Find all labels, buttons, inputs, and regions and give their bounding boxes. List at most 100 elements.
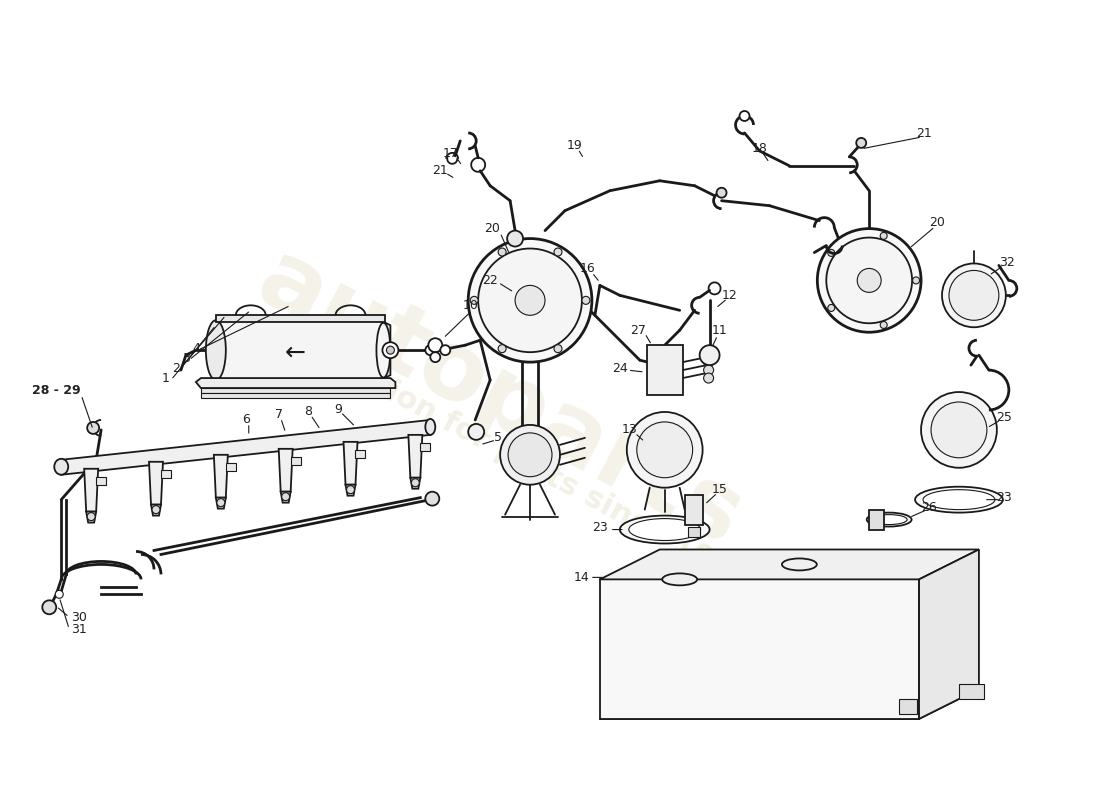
Ellipse shape [867, 513, 912, 526]
Bar [684, 494, 703, 525]
Circle shape [282, 493, 289, 501]
Circle shape [931, 402, 987, 458]
Polygon shape [148, 462, 163, 505]
Circle shape [949, 270, 999, 320]
Text: 31: 31 [72, 622, 87, 636]
Text: 6: 6 [242, 414, 250, 426]
Circle shape [87, 422, 99, 434]
Text: 15: 15 [712, 483, 727, 496]
Circle shape [383, 342, 398, 358]
Ellipse shape [376, 322, 390, 378]
Ellipse shape [206, 320, 225, 380]
Bar [647, 345, 683, 395]
Circle shape [880, 232, 888, 239]
Bar [161, 470, 170, 478]
Text: 20: 20 [930, 216, 945, 229]
Circle shape [942, 263, 1005, 327]
Ellipse shape [923, 490, 994, 510]
Text: 1: 1 [162, 371, 169, 385]
Text: a passion for parts since 1985: a passion for parts since 1985 [284, 326, 756, 594]
Text: 14: 14 [574, 571, 590, 584]
Circle shape [921, 392, 997, 468]
Ellipse shape [629, 518, 701, 541]
Circle shape [386, 346, 395, 354]
Ellipse shape [662, 574, 697, 586]
Circle shape [498, 345, 506, 353]
Polygon shape [345, 485, 355, 496]
Circle shape [430, 352, 440, 362]
Text: 17: 17 [442, 147, 459, 160]
Circle shape [42, 600, 56, 614]
Text: 24: 24 [612, 362, 628, 374]
Circle shape [856, 138, 866, 148]
Polygon shape [600, 550, 979, 579]
Polygon shape [216, 498, 225, 509]
Ellipse shape [871, 514, 908, 525]
Bar [420, 443, 430, 451]
Text: autoparts: autoparts [242, 234, 758, 566]
Circle shape [637, 422, 693, 478]
Circle shape [739, 111, 749, 121]
Text: 3: 3 [182, 352, 190, 365]
Circle shape [828, 305, 835, 311]
Polygon shape [216, 315, 385, 322]
Circle shape [426, 345, 436, 355]
Bar [355, 450, 365, 458]
Text: 23: 23 [996, 491, 1012, 504]
Polygon shape [196, 378, 395, 388]
Bar [96, 477, 106, 485]
Text: 30: 30 [72, 610, 87, 624]
Text: 4: 4 [192, 342, 200, 354]
Text: ←: ← [285, 340, 306, 364]
Bar [959, 684, 983, 699]
Text: 32: 32 [999, 256, 1014, 269]
Circle shape [700, 345, 719, 365]
Polygon shape [343, 442, 358, 485]
Circle shape [152, 506, 160, 514]
Bar [688, 526, 700, 537]
Polygon shape [85, 469, 98, 512]
Circle shape [817, 229, 921, 332]
Ellipse shape [426, 419, 436, 435]
Ellipse shape [782, 558, 817, 570]
Circle shape [217, 498, 224, 506]
Circle shape [704, 365, 714, 375]
Circle shape [55, 590, 63, 598]
Circle shape [428, 338, 442, 352]
Circle shape [716, 188, 727, 198]
Text: 12: 12 [722, 289, 737, 302]
Text: 26: 26 [921, 501, 937, 514]
Circle shape [880, 322, 888, 329]
Circle shape [828, 250, 835, 256]
Circle shape [426, 492, 439, 506]
Circle shape [582, 296, 590, 304]
Text: 18: 18 [751, 142, 768, 155]
Polygon shape [410, 478, 420, 489]
Bar [600, 579, 920, 719]
Bar [290, 457, 300, 465]
Text: 13: 13 [621, 423, 638, 436]
Text: 23: 23 [592, 521, 607, 534]
Circle shape [554, 248, 562, 256]
Circle shape [346, 486, 354, 494]
Text: 22: 22 [482, 274, 498, 287]
Bar [869, 510, 884, 530]
Circle shape [470, 296, 478, 304]
Ellipse shape [54, 458, 68, 474]
Text: 8: 8 [305, 406, 312, 418]
Bar [226, 462, 235, 470]
Text: 7: 7 [275, 409, 283, 422]
Text: 27: 27 [630, 324, 646, 337]
Circle shape [478, 249, 582, 352]
Polygon shape [408, 435, 422, 478]
Circle shape [498, 248, 506, 256]
Polygon shape [151, 505, 161, 515]
Circle shape [469, 424, 484, 440]
Circle shape [500, 425, 560, 485]
Text: 10: 10 [462, 299, 478, 312]
Polygon shape [86, 512, 96, 522]
Circle shape [826, 238, 912, 323]
Circle shape [704, 357, 714, 367]
Polygon shape [280, 492, 290, 502]
Text: 21: 21 [916, 127, 932, 141]
